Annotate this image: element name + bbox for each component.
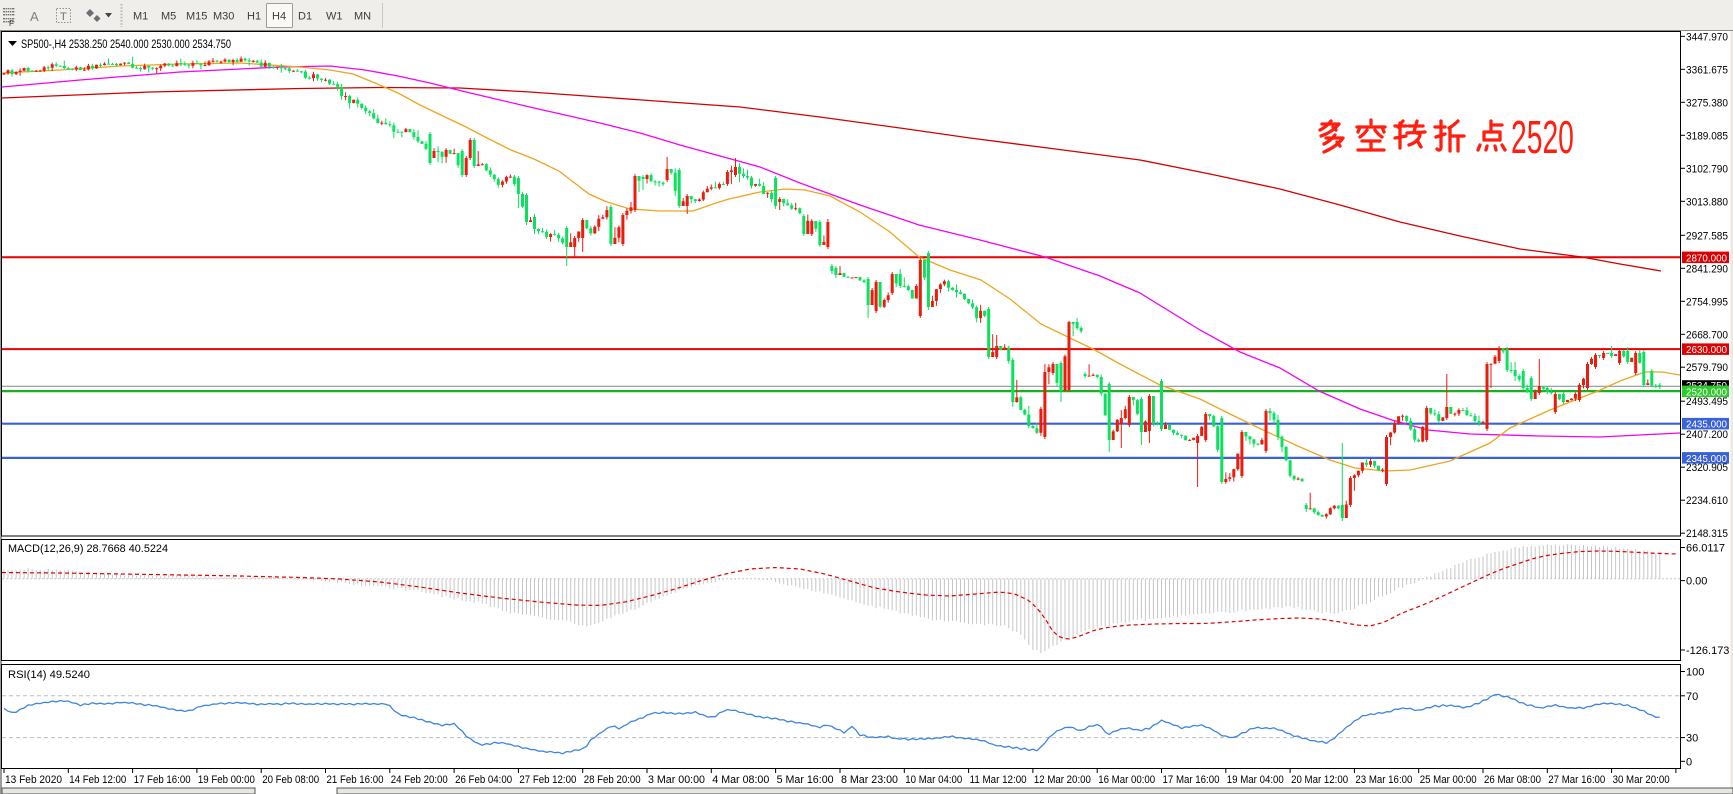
svg-text:13 Feb 2020: 13 Feb 2020 bbox=[5, 774, 62, 786]
svg-text:27 Mar 16:00: 27 Mar 16:00 bbox=[1548, 774, 1605, 786]
svg-text:19 Mar 04:00: 19 Mar 04:00 bbox=[1227, 774, 1284, 786]
svg-text:19 Feb 00:00: 19 Feb 00:00 bbox=[198, 774, 255, 786]
svg-text:M1: M1 bbox=[133, 11, 148, 23]
svg-text:11 Mar 12:00: 11 Mar 12:00 bbox=[970, 774, 1027, 786]
svg-text:4 Mar 08:00: 4 Mar 08:00 bbox=[712, 774, 769, 786]
svg-text:66.0117: 66.0117 bbox=[1686, 543, 1725, 555]
svg-text:27 Feb 12:00: 27 Feb 12:00 bbox=[519, 774, 576, 786]
svg-text:2520: 2520 bbox=[1511, 112, 1574, 164]
svg-text:M15: M15 bbox=[186, 11, 207, 23]
svg-text:M30: M30 bbox=[213, 11, 234, 23]
svg-text:H1: H1 bbox=[247, 11, 261, 23]
svg-text:2520.000: 2520.000 bbox=[1686, 386, 1727, 398]
svg-text:2435.000: 2435.000 bbox=[1686, 419, 1727, 431]
svg-text:26 Mar 08:00: 26 Mar 08:00 bbox=[1484, 774, 1541, 786]
svg-text:30: 30 bbox=[1686, 733, 1698, 745]
svg-text:26 Feb 04:00: 26 Feb 04:00 bbox=[455, 774, 512, 786]
svg-text:0: 0 bbox=[1686, 756, 1692, 768]
svg-text:70: 70 bbox=[1686, 691, 1698, 703]
svg-text:14 Feb 12:00: 14 Feb 12:00 bbox=[69, 774, 126, 786]
svg-text:2320.905: 2320.905 bbox=[1686, 462, 1728, 474]
svg-text:MN: MN bbox=[354, 11, 371, 23]
svg-text:17 Mar 16:00: 17 Mar 16:00 bbox=[1163, 774, 1220, 786]
svg-text:T: T bbox=[60, 11, 67, 23]
svg-text:28 Feb 20:00: 28 Feb 20:00 bbox=[584, 774, 641, 786]
svg-text:MACD(12,26,9) 28.7668 40.5224: MACD(12,26,9) 28.7668 40.5224 bbox=[8, 543, 168, 555]
svg-text:21 Feb 16:00: 21 Feb 16:00 bbox=[327, 774, 384, 786]
svg-text:H4: H4 bbox=[272, 11, 286, 23]
svg-text:RSI(14) 49.5240: RSI(14) 49.5240 bbox=[8, 669, 90, 681]
svg-text:3189.085: 3189.085 bbox=[1686, 130, 1728, 142]
svg-text:3 Mar 00:00: 3 Mar 00:00 bbox=[648, 774, 705, 786]
svg-text:16 Mar 00:00: 16 Mar 00:00 bbox=[1098, 774, 1155, 786]
svg-text:12 Mar 20:00: 12 Mar 20:00 bbox=[1034, 774, 1091, 786]
svg-text:2407.200: 2407.200 bbox=[1686, 429, 1728, 441]
svg-text:20 Feb 08:00: 20 Feb 08:00 bbox=[262, 774, 319, 786]
svg-text:10 Mar 04:00: 10 Mar 04:00 bbox=[905, 774, 962, 786]
svg-text:2668.700: 2668.700 bbox=[1686, 329, 1728, 341]
svg-text:2754.995: 2754.995 bbox=[1686, 296, 1728, 308]
svg-text:2148.315: 2148.315 bbox=[1686, 528, 1728, 540]
svg-text:30 Mar 20:00: 30 Mar 20:00 bbox=[1613, 774, 1670, 786]
svg-text:3447.970: 3447.970 bbox=[1686, 31, 1728, 43]
svg-text:2345.000: 2345.000 bbox=[1686, 453, 1727, 465]
svg-text:2927.585: 2927.585 bbox=[1686, 230, 1728, 242]
svg-text:2841.290: 2841.290 bbox=[1686, 263, 1728, 275]
svg-text:3102.790: 3102.790 bbox=[1686, 163, 1728, 175]
svg-text:SP500-,H4 2538.250 2540.000 2: SP500-,H4 2538.250 2540.000 2530.000 253… bbox=[21, 39, 231, 51]
svg-text:2493.495: 2493.495 bbox=[1686, 396, 1728, 408]
svg-text:100: 100 bbox=[1686, 667, 1704, 679]
svg-text:2579.790: 2579.790 bbox=[1686, 362, 1728, 374]
svg-text:W1: W1 bbox=[326, 11, 343, 23]
svg-text:2630.000: 2630.000 bbox=[1686, 344, 1727, 356]
svg-text:8 Mar 23:00: 8 Mar 23:00 bbox=[841, 774, 898, 786]
svg-text:0.00: 0.00 bbox=[1686, 576, 1707, 588]
svg-text:2870.000: 2870.000 bbox=[1686, 252, 1727, 264]
svg-text:3361.675: 3361.675 bbox=[1686, 64, 1728, 76]
svg-text:M5: M5 bbox=[161, 11, 176, 23]
svg-text:17 Feb 16:00: 17 Feb 16:00 bbox=[134, 774, 191, 786]
svg-text:F: F bbox=[9, 19, 14, 28]
svg-text:D1: D1 bbox=[298, 11, 312, 23]
svg-text:-126.173: -126.173 bbox=[1686, 645, 1729, 657]
svg-text:5 Mar 16:00: 5 Mar 16:00 bbox=[777, 774, 834, 786]
svg-text:25 Mar 00:00: 25 Mar 00:00 bbox=[1420, 774, 1477, 786]
svg-text:20 Mar 12:00: 20 Mar 12:00 bbox=[1291, 774, 1348, 786]
svg-text:3013.880: 3013.880 bbox=[1686, 196, 1728, 208]
svg-text:24 Feb 20:00: 24 Feb 20:00 bbox=[391, 774, 448, 786]
svg-text:23 Mar 16:00: 23 Mar 16:00 bbox=[1355, 774, 1412, 786]
svg-text:A: A bbox=[30, 9, 39, 24]
svg-text:3275.380: 3275.380 bbox=[1686, 97, 1728, 109]
svg-text:2234.610: 2234.610 bbox=[1686, 495, 1728, 507]
